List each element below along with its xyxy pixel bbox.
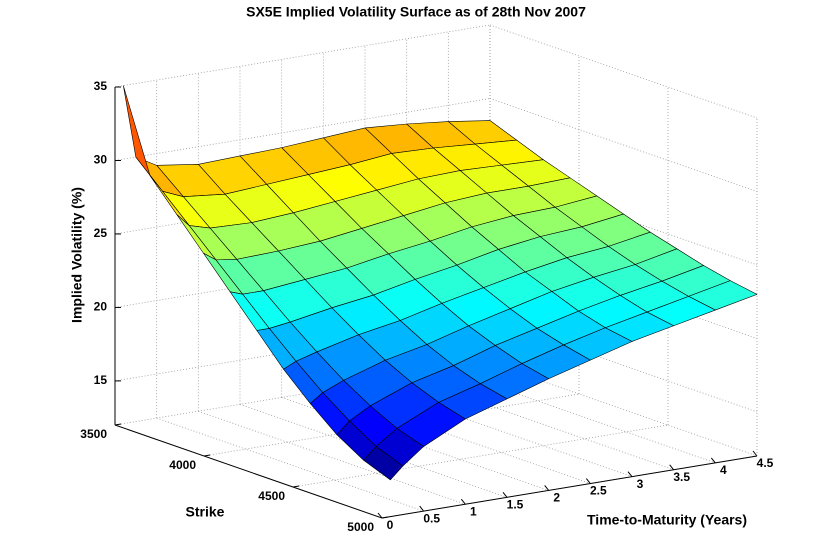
surface-patch xyxy=(363,446,404,481)
grid-line xyxy=(292,424,669,488)
grid-line xyxy=(489,362,758,457)
z-tick-label: 20 xyxy=(94,300,108,314)
grid-line xyxy=(323,390,591,484)
tick-mark xyxy=(460,498,466,505)
grid-line xyxy=(114,245,491,308)
z-tick-label: 25 xyxy=(94,226,108,240)
x-tick-label: 1.5 xyxy=(507,498,524,512)
y-tick-label: 4000 xyxy=(169,458,196,472)
grid-line xyxy=(203,393,580,457)
x-tick-label: 0.5 xyxy=(423,511,440,525)
grid-line xyxy=(114,362,491,426)
tick-mark xyxy=(585,478,591,484)
grid-line xyxy=(114,171,491,235)
x-tick-label: 3 xyxy=(637,477,644,491)
grid-line xyxy=(489,24,758,119)
grid-line xyxy=(489,98,758,192)
tick-mark xyxy=(419,505,425,512)
tick-mark xyxy=(669,464,675,471)
x-axis-label: Time-to-Maturity (Years) xyxy=(587,512,747,528)
grid-line xyxy=(114,98,491,161)
x-tick-label: 2 xyxy=(553,491,560,505)
y-tick-label: 3500 xyxy=(80,427,107,441)
x-tick-label: 4 xyxy=(720,463,727,477)
tick-mark xyxy=(502,492,508,498)
grid-line xyxy=(156,417,424,512)
z-tick-label: 35 xyxy=(94,79,108,93)
grid-line xyxy=(198,410,466,505)
x-tick-label: 3.5 xyxy=(673,470,690,484)
chart-title: SX5E Implied Volatility Surface as of 28… xyxy=(246,4,586,20)
grid-line xyxy=(114,24,491,88)
tick-mark xyxy=(710,457,716,464)
grid-line xyxy=(406,376,674,471)
z-axis-label: Implied Volatility (%) xyxy=(69,187,85,323)
z-tick-label: 15 xyxy=(94,373,108,387)
y-tick-label: 5000 xyxy=(347,520,374,534)
x-tick-label: 0 xyxy=(387,518,394,532)
axis-line xyxy=(381,455,758,519)
z-tick-label: 30 xyxy=(94,153,108,167)
x-tick-label: 2.5 xyxy=(590,484,607,498)
tick-mark xyxy=(544,485,550,491)
y-tick-label: 4500 xyxy=(258,489,285,503)
tick-mark xyxy=(627,471,633,477)
grid-line xyxy=(364,383,633,478)
grid-line xyxy=(114,318,491,382)
y-axis-label: Strike xyxy=(186,504,225,520)
tick-mark xyxy=(377,512,383,519)
x-tick-label: 1 xyxy=(470,504,477,518)
axis-line xyxy=(114,424,383,519)
grid-line xyxy=(489,318,758,413)
x-tick-label: 4.5 xyxy=(757,456,774,470)
grid-line xyxy=(448,369,716,464)
tick-mark xyxy=(752,450,758,457)
